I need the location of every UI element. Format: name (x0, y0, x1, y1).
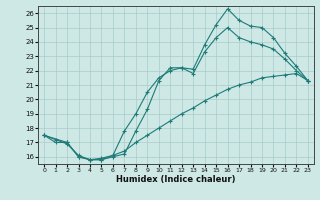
X-axis label: Humidex (Indice chaleur): Humidex (Indice chaleur) (116, 175, 236, 184)
